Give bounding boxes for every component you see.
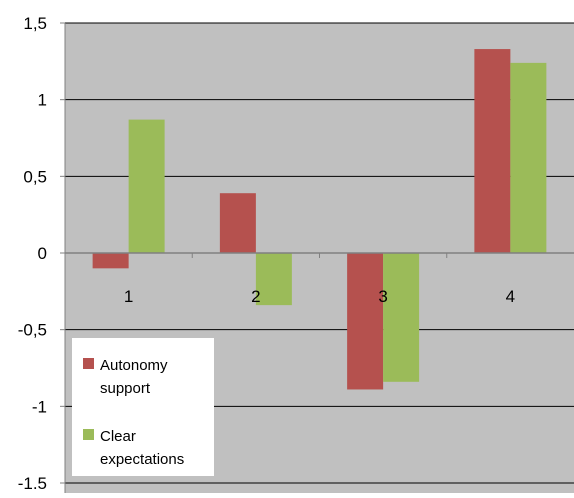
x-tick-label-3: 3 (378, 287, 387, 306)
legend-label-clear-expectations-line-1: Clear (100, 428, 136, 445)
y-tick-label-4: -0,5 (18, 321, 47, 340)
y-tick-label-1: 1 (38, 91, 47, 110)
legend: Autonomy support Clear expectations (72, 338, 214, 476)
legend-label-clear-expectations-line-2: expectations (100, 451, 184, 468)
bars (92, 49, 547, 390)
legend-label-autonomy-support-line-1: Autonomy (100, 357, 168, 374)
legend-swatch-clear-expectations (83, 429, 94, 440)
bar-clear-expectations-3 (383, 253, 420, 382)
legend-label-autonomy-support-line-2: support (100, 380, 151, 397)
y-tick-label-2: 0,5 (23, 167, 47, 186)
x-tick-label-2: 2 (251, 287, 260, 306)
y-tick-label-6: -1.5 (18, 474, 47, 493)
y-axis-ticks: 1,5 1 0,5 0 -0,5 -1 -1.5 (18, 14, 65, 493)
bar-autonomy-support-4 (474, 49, 511, 253)
y-tick-label-3: 0 (38, 244, 47, 263)
x-tick-label-1: 1 (124, 287, 133, 306)
y-tick-label-0: 1,5 (23, 14, 47, 33)
y-tick-label-5: -1 (32, 397, 47, 416)
bar-autonomy-support-3 (347, 253, 384, 390)
bar-clear-expectations-4 (510, 62, 547, 253)
x-tick-label-4: 4 (506, 287, 515, 306)
bar-clear-expectations-1 (128, 119, 165, 253)
bar-autonomy-support-1 (92, 253, 129, 269)
legend-label-clear-expectations: Clear expectations (100, 428, 184, 468)
bar-clear-expectations-2 (255, 253, 292, 306)
bar-autonomy-support-2 (219, 193, 256, 253)
x-axis-ticks: 1 2 3 4 (124, 253, 515, 306)
legend-swatch-autonomy-support (83, 358, 94, 369)
legend-label-autonomy-support: Autonomy support (100, 357, 172, 397)
legend-box (72, 338, 214, 476)
